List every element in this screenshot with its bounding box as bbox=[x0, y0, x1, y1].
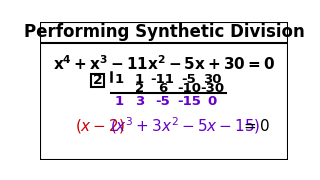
Text: $= 0$: $= 0$ bbox=[241, 118, 270, 134]
Text: $(x^3 + 3x^2 - 5x - 15)$: $(x^3 + 3x^2 - 5x - 15)$ bbox=[110, 115, 260, 136]
Text: 6: 6 bbox=[158, 82, 167, 95]
Text: $(x - 2)$: $(x - 2)$ bbox=[76, 117, 125, 135]
Text: -10: -10 bbox=[177, 82, 201, 95]
Text: -30: -30 bbox=[200, 82, 224, 95]
Text: 3: 3 bbox=[135, 95, 144, 108]
Text: 1: 1 bbox=[135, 73, 144, 86]
Text: 1: 1 bbox=[115, 95, 124, 108]
Text: 2: 2 bbox=[135, 82, 144, 95]
Text: Performing Synthetic Division: Performing Synthetic Division bbox=[24, 23, 304, 41]
Text: -5: -5 bbox=[155, 95, 170, 108]
Text: -11: -11 bbox=[150, 73, 174, 86]
Text: 0: 0 bbox=[207, 95, 217, 108]
Text: 1: 1 bbox=[115, 73, 124, 86]
Text: -5: -5 bbox=[181, 73, 196, 86]
Text: 2: 2 bbox=[92, 73, 102, 87]
Text: 30: 30 bbox=[203, 73, 221, 86]
Text: -15: -15 bbox=[177, 95, 201, 108]
Text: $\mathbf{x^4 + x^3 - 11x^2 - 5x + 30 = 0}$: $\mathbf{x^4 + x^3 - 11x^2 - 5x + 30 = 0… bbox=[53, 55, 275, 73]
